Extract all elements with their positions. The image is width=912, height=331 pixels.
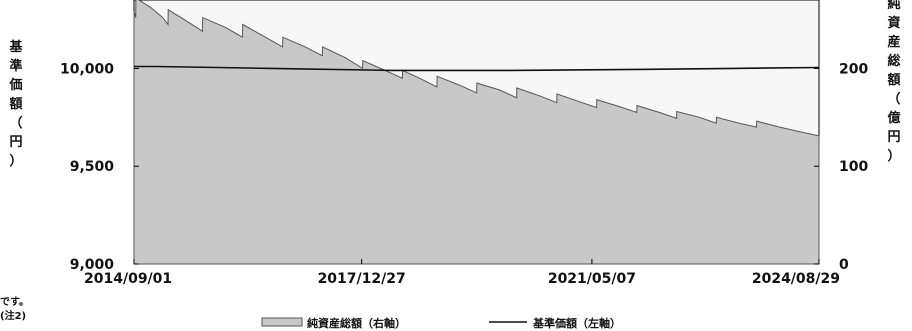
axis-label-char: 純: [887, 0, 901, 12]
y-right-tick-label: 200: [839, 61, 868, 77]
y-left-tick-label: 10,000: [60, 61, 114, 77]
y-axis-label-left: 基準価額 （ 円 ）: [6, 38, 26, 171]
x-tick-label: 2017/12/27: [318, 271, 406, 287]
y-left-tick-label: 9,000: [70, 257, 115, 273]
footnote-2: (注2): [0, 311, 27, 322]
x-tick-label: 2024/08/29: [752, 271, 840, 287]
series-net-assets-area: [133, 0, 820, 265]
axis-label-char: 産: [887, 35, 901, 50]
y-axis-label-right: 純資産総額 （ 億円 ）: [884, 0, 904, 166]
axis-label-char: （: [9, 116, 23, 131]
footnote-1: です。: [0, 297, 29, 308]
y-right-tick-label: 100: [839, 159, 868, 175]
axis-label-char: 額: [887, 73, 901, 88]
series-nav-line: [134, 65, 820, 72]
x-tick-label: 2021/05/07: [548, 271, 636, 287]
axis-label-char: 準: [9, 59, 23, 74]
axis-label-char: （: [887, 92, 901, 107]
legend-swatch-net-assets: [261, 317, 303, 327]
axis-label-char: 資: [887, 16, 901, 31]
axis-label-char: ）: [9, 154, 23, 169]
axis-label-char: 価: [9, 78, 23, 93]
legend-label-nav: 基準価額（左軸）: [532, 316, 621, 330]
x-tick-label: 2014/09/01: [84, 271, 172, 287]
y-right-tick-label: 0: [839, 257, 849, 273]
axis-label-char: 円: [9, 135, 23, 150]
y-left-tick-label: 9,500: [70, 159, 115, 175]
legend-label-net-assets: 純資産総額（右軸）: [307, 316, 406, 330]
axis-label-char: 円: [887, 130, 901, 145]
axis-label-char: 基: [9, 40, 23, 55]
axis-label-char: ）: [887, 149, 901, 164]
axis-label-char: 総: [887, 54, 901, 69]
axis-label-char: 億: [887, 111, 901, 126]
axis-label-char: 額: [9, 97, 23, 112]
